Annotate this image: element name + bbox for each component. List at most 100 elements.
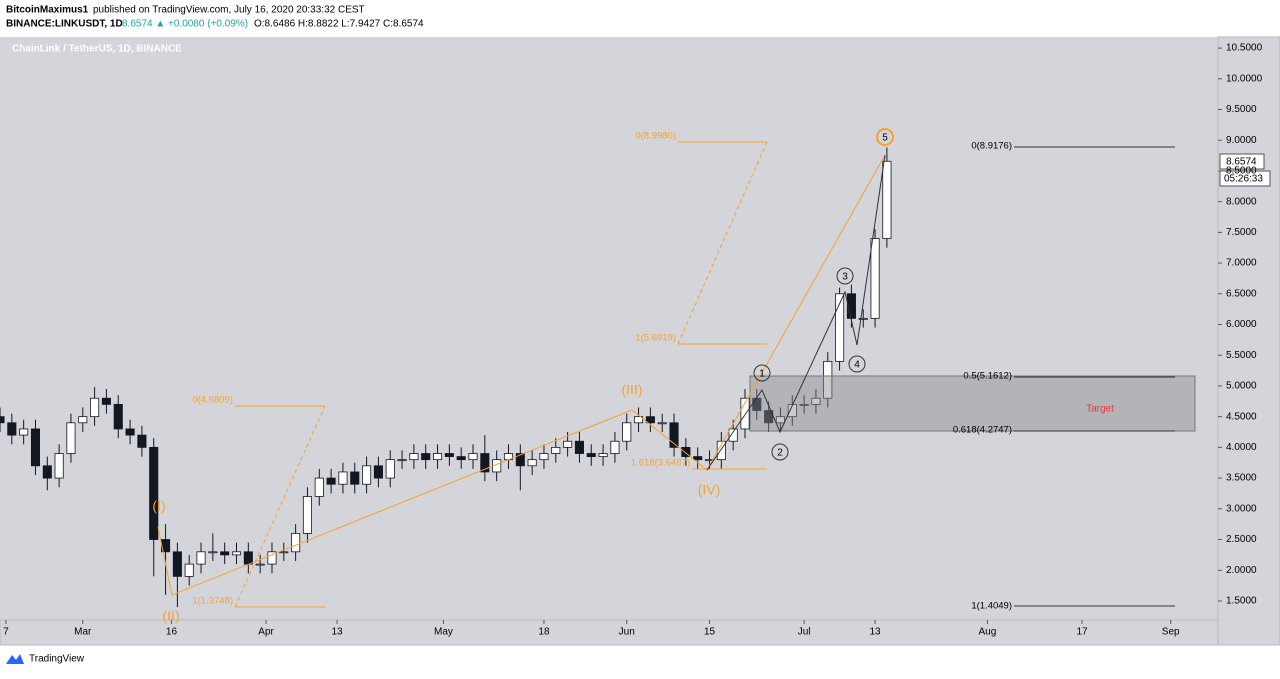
candle-body <box>764 410 774 424</box>
wave-circle <box>836 267 854 285</box>
candle-body <box>693 456 703 461</box>
fib-lines-dark <box>706 146 1175 607</box>
fib-diagonal <box>234 405 326 608</box>
candle-body <box>574 440 584 454</box>
candle-body <box>302 496 312 534</box>
y-tick-label: 9.0000 <box>1226 135 1257 146</box>
candle-body <box>125 428 135 436</box>
x-tick-label: 13 <box>870 627 882 638</box>
candle-body <box>362 465 372 485</box>
logo <box>6 654 24 664</box>
y-tick-label: 10.5000 <box>1226 43 1263 54</box>
candle-body <box>220 551 230 556</box>
x-tick-label: Aug <box>979 627 997 638</box>
candle-body <box>515 453 525 467</box>
candle-body <box>681 446 691 457</box>
candle-body <box>610 440 620 454</box>
candle-body <box>7 422 17 436</box>
candle-body <box>231 551 242 556</box>
fib-label: 0(8.9980) <box>635 131 676 142</box>
candle-body <box>444 453 454 457</box>
y-tick-label: 4.0000 <box>1226 442 1257 453</box>
candle-body <box>0 416 5 424</box>
candle-body <box>598 453 608 457</box>
candle-body <box>397 459 407 462</box>
y-tick-label: 10.0000 <box>1226 73 1263 84</box>
x-tick-label: Sep <box>1162 627 1180 638</box>
y-tick-label: 5.0000 <box>1226 381 1257 392</box>
candle-body <box>409 453 419 461</box>
candle-body <box>196 551 206 565</box>
fib-label: 1(1.4049) <box>971 601 1012 612</box>
candle-body <box>551 446 561 454</box>
quote: 8.6574 ▲ +0.0080 (+0.09%) <box>122 19 248 30</box>
price-axis <box>1217 36 1280 646</box>
published: published on TradingView.com, July 16, 2… <box>93 5 365 16</box>
countdown-box <box>1219 170 1271 187</box>
brand: TradingView <box>29 654 85 665</box>
x-tick-label: 18 <box>538 627 550 638</box>
x-tick-label: Mar <box>74 627 92 638</box>
candle-body <box>645 416 655 424</box>
fib-label: 0.5(5.1612) <box>963 371 1012 382</box>
wave-circle <box>753 364 771 382</box>
candle-body <box>882 160 892 239</box>
fib-diagonal <box>677 141 768 345</box>
candle-body <box>267 551 277 565</box>
fib-label: 1(5.6919) <box>635 333 676 344</box>
fib-label: 0(8.9176) <box>971 141 1012 152</box>
author: BitcoinMaximus1 <box>6 5 89 16</box>
candle-body <box>172 551 182 577</box>
candle-body <box>421 453 431 461</box>
candle-body <box>622 422 632 442</box>
fib-label: 1.618(3.6487) <box>631 458 690 469</box>
y-tick-label: 5.5000 <box>1226 350 1257 361</box>
candle-body <box>279 551 289 554</box>
y-tick-label: 9.5000 <box>1226 104 1257 115</box>
x-tick-label: Jul <box>798 627 811 638</box>
candle-body <box>30 428 41 467</box>
symbol: BINANCE:LINKUSDT, 1D <box>6 19 123 30</box>
y-tick-label: 8.5000 <box>1226 166 1257 177</box>
wave-number: 1 <box>759 369 765 380</box>
wave-circles <box>753 128 894 461</box>
ohlc: O:8.6486 H:8.8822 L:7.9427 C:8.6574 <box>254 19 424 30</box>
candle-body <box>586 453 596 457</box>
y-tick-label: 7.5000 <box>1226 227 1257 238</box>
y-tick-label: 1.5000 <box>1226 596 1257 607</box>
last-price: 8.6574 <box>1226 157 1257 168</box>
wave-circle <box>771 443 789 461</box>
wave-label: (IV) <box>698 482 721 498</box>
candle-body <box>149 446 159 540</box>
candle-body <box>208 551 218 554</box>
wave-number: 2 <box>777 448 783 459</box>
wave-label: (II) <box>162 608 179 624</box>
fib-label: 0.618(4.2747) <box>953 425 1012 436</box>
candle-body <box>657 422 667 425</box>
wave-number: 3 <box>842 272 848 283</box>
candle-body <box>54 453 64 479</box>
candle-body <box>468 453 478 461</box>
x-tick-label: Jun <box>619 627 635 638</box>
y-tick-label: 6.5000 <box>1226 288 1257 299</box>
candle-body <box>184 563 194 577</box>
y-tick-label: 8.0000 <box>1226 196 1257 207</box>
x-tick-label: 7 <box>3 627 9 638</box>
y-tick-label: 2.5000 <box>1226 534 1257 545</box>
candle-body <box>314 477 324 497</box>
wave-label: (I) <box>152 498 165 514</box>
candle-body <box>338 471 348 485</box>
last-price-box <box>1219 153 1265 170</box>
candle-body <box>858 317 868 320</box>
candle-body <box>255 563 265 566</box>
candle-body <box>243 551 253 565</box>
candle-body <box>101 397 111 405</box>
subwave-line <box>706 154 886 471</box>
y-tick-label: 3.0000 <box>1226 503 1257 514</box>
candle-body <box>66 422 76 454</box>
candle-body <box>870 238 880 319</box>
wave-line <box>157 154 886 596</box>
candle-body <box>716 440 726 461</box>
y-tick-label: 3.5000 <box>1226 473 1257 484</box>
